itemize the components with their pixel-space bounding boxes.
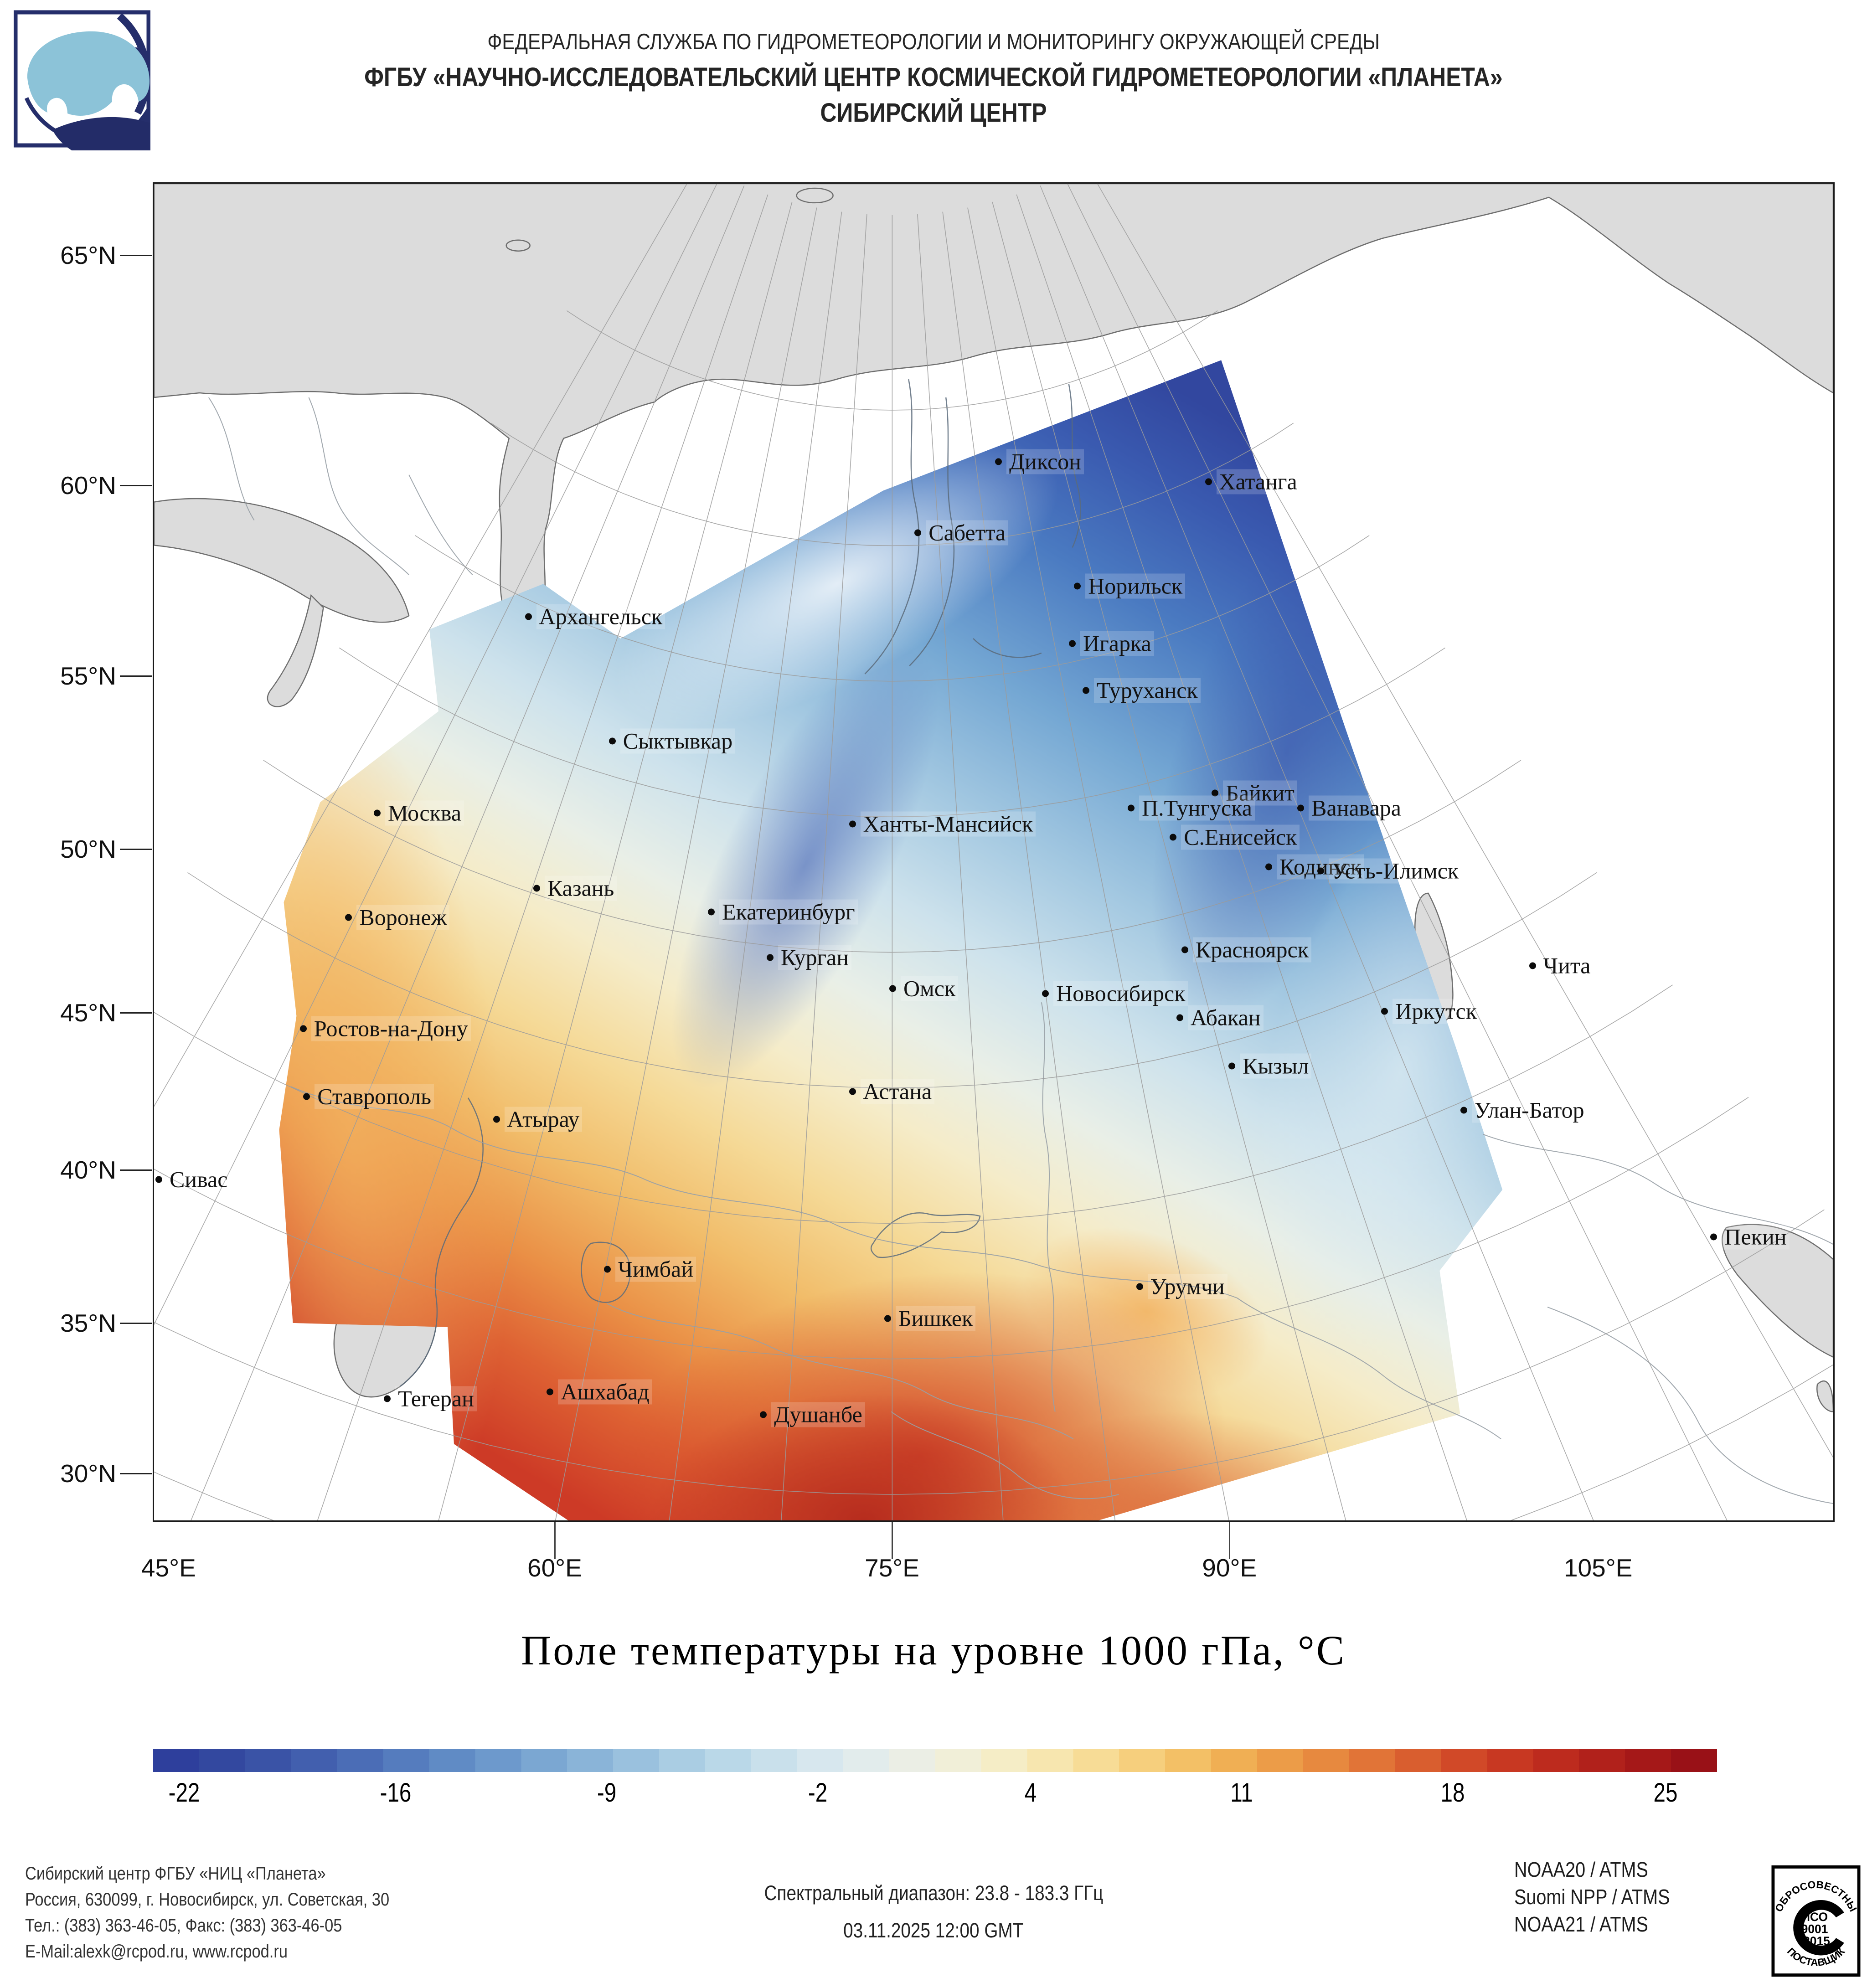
footer-contact-line: Россия, 630099, г. Новосибирск, ул. Сове… [25,1890,390,1910]
planeta-logo-icon [14,10,150,150]
baltic-sea [154,498,410,623]
colorbar-tick--22: -22 [168,1778,200,1808]
parallel-75N [566,310,1218,411]
map-title: Поле температуры на уровне 1000 гПа, °C [521,1627,1346,1674]
footer-contact-line: Тел.: (383) 363-46-05, Факс: (383) 363-4… [25,1916,342,1936]
footer-datetime: 03.11.2025 12:00 GMT [843,1919,1024,1942]
meridian-35E [154,184,688,1107]
footer-satellite-line: Suomi NPP / ATMS [1514,1885,1670,1909]
iso-badge: ДОБРОСОВЕСТНЫЙ ИСО 9001 -2015 ПОСТАВЩИК [1771,1864,1861,1977]
lon-tick [1229,1522,1231,1559]
footer-contact-block: Сибирский центр ФГБУ «НИЦ «Планета» Росси… [25,1861,449,1965]
badge-iso: ИСО [1801,1910,1828,1924]
footer-satellites-block: NOAA20 / ATMS Suomi NPP / ATMS NOAA21 / AT… [1514,1856,1695,1938]
lat-label-50°N: 50°N [60,835,116,864]
parallel-35N [154,1209,1825,1495]
temperature-swath [279,360,1503,1520]
graticule [154,184,1833,1520]
meridian-45E [191,185,745,1520]
lon-label-105°E: 105°E [1563,1554,1633,1582]
lat-tick [120,485,152,487]
colorbar-tick-18: 18 [1440,1778,1465,1808]
logo-cloud-shape [27,31,150,116]
colorbar-tick-25: 25 [1653,1778,1678,1808]
badge-c-glyph [1793,1900,1844,1956]
lat-tick [120,254,152,256]
meridian-70E [781,214,867,1520]
lat-label-60°N: 60°N [60,471,116,500]
meridian-105E [1040,185,1594,1520]
meridian-85E [942,211,1116,1520]
lat-tick [120,1473,152,1474]
parallel-55N [263,760,1521,953]
meridian-55E [438,201,793,1520]
lat-tick [120,1012,152,1014]
meridian-95E [992,201,1346,1520]
footer-satellite-line: NOAA21 / ATMS [1514,1912,1648,1936]
meridian-115E [1097,184,1833,1458]
parallel-65N [415,535,1370,682]
meridian-40E [154,184,717,1325]
meridian-50E [317,194,768,1520]
lat-label-65°N: 65°N [60,241,116,269]
colorbar [153,1749,1717,1772]
lat-tick [120,1169,152,1171]
lat-tick [120,675,152,677]
footer-contact-line: E-Mail:alexk@rcpod.ru, www.rcpod.ru [25,1942,288,1962]
lon-tick [892,1522,893,1559]
lon-tick [554,1522,556,1559]
parallel-40N [154,1097,1749,1360]
header-institution: ФГБУ «НАУЧНО-ИССЛЕДОВАТЕЛЬСКИЙ ЦЕНТР КОС… [364,62,1503,92]
meridian-100E [1016,194,1467,1520]
parallel-70N [490,422,1294,546]
map-canvas: Диксон Хатанга Сабетта Норильск Игарка Туруха… [153,182,1835,1522]
parallel-50N [187,872,1597,1088]
meridian-80E [917,214,1004,1520]
arctic-sea [154,184,1833,632]
logo-wave-shape [52,117,150,150]
island-severnaya [796,187,834,204]
parallel-60N [339,647,1445,817]
footer-satellite-line: NOAA20 / ATMS [1514,1858,1648,1881]
lat-tick [120,849,152,850]
lat-label-55°N: 55°N [60,662,116,690]
colorbar-tick--16: -16 [380,1778,412,1808]
colorbar-tick--2: -2 [808,1778,828,1808]
badge-9001: 9001 [1801,1922,1828,1936]
lat-label-40°N: 40°N [60,1155,116,1184]
country-borders [208,397,1833,1504]
meridian-65E [669,211,842,1520]
colorbar-tick-11: 11 [1230,1778,1253,1808]
parallel-45N [154,984,1673,1224]
lat-label-30°N: 30°N [60,1459,116,1488]
lon-label-45°E: 45°E [141,1554,196,1582]
lat-tick [120,1322,152,1324]
island-1 [505,239,531,252]
colorbar-tick--9: -9 [597,1778,617,1808]
colorbar-tick-4: 4 [1024,1778,1037,1808]
lat-label-45°N: 45°N [60,998,116,1027]
footer-contact-line: Сибирский центр ФГБУ «НИЦ «Планета» [25,1864,326,1884]
bohai-sea [1722,1224,1833,1358]
badge-2015: -2015 [1799,1934,1830,1948]
footer-spectral-range: Спектральный диапазон: 23.8 - 183.3 ГГц [764,1881,1103,1905]
meridian-90E [967,207,1229,1520]
header-agency: ФЕДЕРАЛЬНАЯ СЛУЖБА ПО ГИДРОМЕТЕОРОЛОГИИ … [487,30,1380,54]
header-center: СИБИРСКИЙ ЦЕНТР [820,98,1047,128]
baltic-finger [267,594,324,707]
map-layers [154,184,1833,1520]
meridian-60E [555,207,817,1520]
parallel-30N [154,1364,1833,1520]
lat-label-35°N: 35°N [60,1308,116,1337]
meridian-110E [1067,184,1728,1520]
